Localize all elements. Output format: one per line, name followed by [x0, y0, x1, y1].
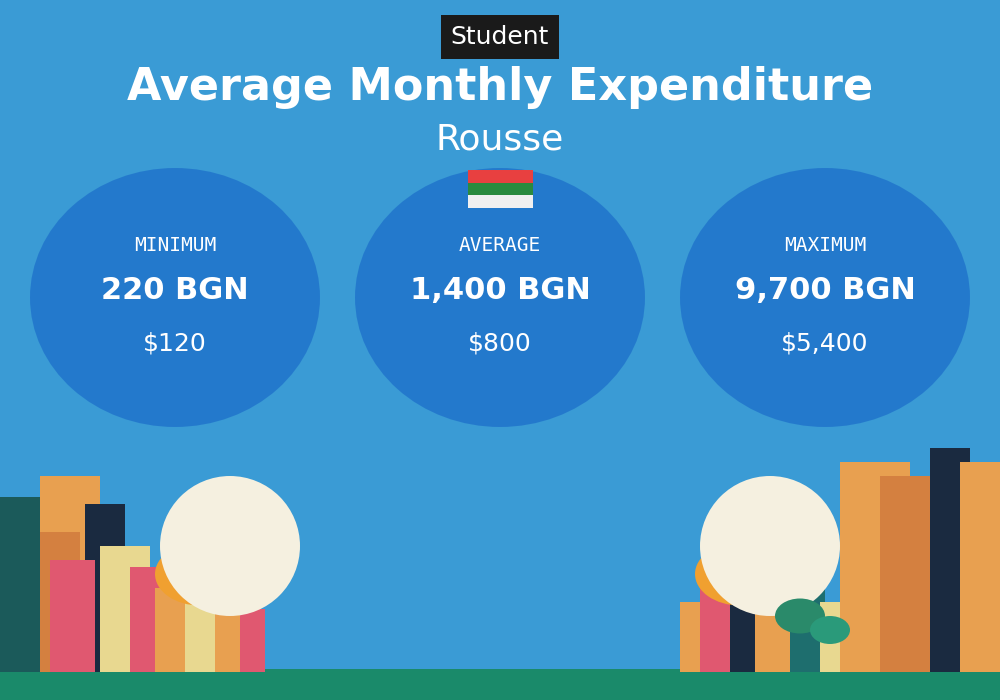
Polygon shape: [820, 602, 845, 672]
Text: 1,400 BGN: 1,400 BGN: [410, 276, 590, 305]
Circle shape: [155, 542, 245, 606]
Text: $800: $800: [468, 331, 532, 355]
Polygon shape: [130, 567, 170, 672]
Polygon shape: [730, 588, 760, 672]
Text: AVERAGE: AVERAGE: [459, 235, 541, 255]
Polygon shape: [85, 504, 125, 672]
Polygon shape: [840, 462, 910, 672]
Text: Rousse: Rousse: [436, 123, 564, 157]
Ellipse shape: [700, 476, 840, 616]
Polygon shape: [0, 518, 55, 672]
Text: Student: Student: [451, 25, 549, 48]
Polygon shape: [215, 602, 245, 672]
Polygon shape: [790, 574, 825, 672]
Polygon shape: [0, 668, 1000, 700]
Polygon shape: [0, 497, 40, 672]
Text: 9,700 BGN: 9,700 BGN: [735, 276, 915, 305]
Polygon shape: [240, 609, 265, 672]
Circle shape: [775, 598, 825, 634]
Ellipse shape: [355, 168, 645, 427]
FancyBboxPatch shape: [468, 170, 532, 183]
Text: $120: $120: [143, 331, 207, 355]
Ellipse shape: [30, 168, 320, 427]
Text: $5,400: $5,400: [781, 331, 869, 355]
Polygon shape: [155, 588, 190, 672]
Polygon shape: [880, 476, 930, 672]
Circle shape: [695, 542, 785, 606]
FancyBboxPatch shape: [468, 195, 532, 209]
Ellipse shape: [160, 476, 300, 616]
Text: MAXIMUM: MAXIMUM: [784, 235, 866, 255]
Polygon shape: [680, 602, 705, 672]
Polygon shape: [755, 560, 795, 672]
Polygon shape: [40, 476, 100, 672]
Polygon shape: [50, 560, 95, 672]
Ellipse shape: [680, 168, 970, 427]
Polygon shape: [960, 462, 1000, 672]
Polygon shape: [40, 532, 80, 672]
FancyBboxPatch shape: [468, 183, 532, 195]
Polygon shape: [100, 546, 150, 672]
Circle shape: [810, 616, 850, 644]
Polygon shape: [185, 574, 220, 672]
Polygon shape: [700, 567, 740, 672]
Text: Average Monthly Expenditure: Average Monthly Expenditure: [127, 66, 873, 109]
Polygon shape: [930, 448, 970, 672]
Text: MINIMUM: MINIMUM: [134, 235, 216, 255]
Text: 220 BGN: 220 BGN: [101, 276, 249, 305]
